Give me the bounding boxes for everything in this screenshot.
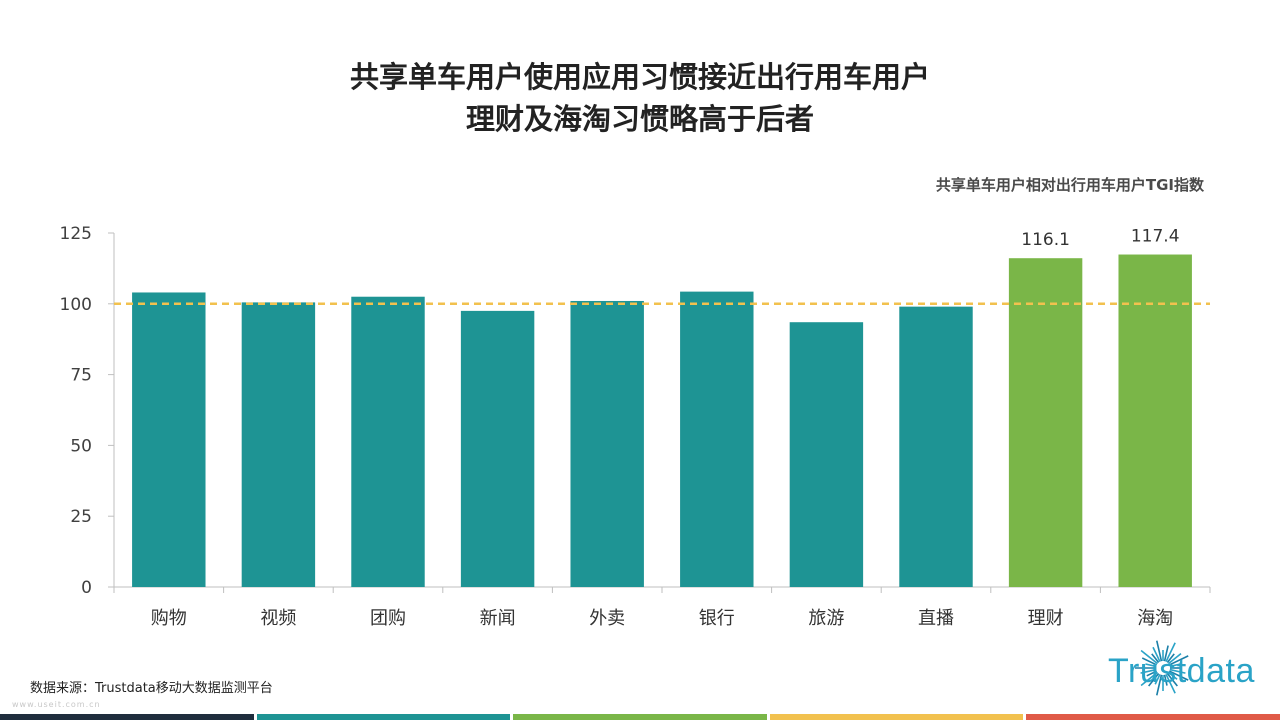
logo-ray	[1155, 640, 1163, 662]
x-tick-label: 理财	[1028, 608, 1064, 629]
x-tick-label: 海淘	[1137, 608, 1173, 629]
footer-bar-5	[1026, 714, 1280, 720]
logo-ray	[1145, 663, 1157, 668]
y-tick-label: 0	[81, 578, 92, 598]
footer-color-bars	[0, 714, 1280, 720]
y-tick-label: 125	[60, 224, 92, 244]
data-label: 116.1	[1021, 230, 1070, 250]
bar-6	[680, 291, 754, 587]
footer-bar-4	[769, 714, 1024, 720]
x-tick-label: 视频	[260, 608, 296, 629]
y-tick-label: 75	[70, 366, 92, 386]
logo-ray	[1148, 672, 1160, 687]
logo-ray	[1140, 671, 1159, 687]
x-tick-label: 购物	[151, 608, 187, 629]
bar-3	[351, 296, 425, 587]
logo-ray	[1165, 673, 1176, 694]
bar-7	[789, 322, 864, 587]
title-line-2: 理财及海淘习惯略高于后者	[465, 102, 814, 136]
logo-ray	[1168, 670, 1189, 681]
logo-ray	[1151, 653, 1160, 664]
logo-ray	[1140, 649, 1159, 665]
footer-bar-2	[256, 714, 511, 720]
bar-chart: 0 25 50 75 100 125 购物 视频 团购 新闻 外卖 银行 旅游 直播 理财 116.1 海淘 11…	[60, 224, 1211, 629]
footer-bar-3	[513, 714, 767, 720]
trustdata-logo-text: Trustdata	[1108, 652, 1255, 690]
logo-ray	[1166, 672, 1178, 687]
logo-ray	[1154, 673, 1161, 685]
logo-ray	[1168, 655, 1189, 666]
watermark: www.useit.com.cn	[12, 700, 101, 709]
logo-ray	[1167, 653, 1182, 665]
bar-8	[899, 306, 973, 587]
y-tick-label: 25	[70, 507, 92, 527]
x-tick-label: 直播	[918, 608, 954, 629]
x-tick-label: 新闻	[480, 608, 516, 629]
title-line-1: 共享单车用户使用应用习惯接近出行用车用户	[349, 60, 930, 94]
x-tick-label: 银行	[699, 608, 735, 629]
logo-ray	[1165, 642, 1176, 663]
footer-bar-1	[0, 714, 254, 720]
data-label: 117.4	[1131, 227, 1180, 247]
x-tick-label: 团购	[370, 608, 406, 629]
chart-title: 共享单车用户相对出行用车用户TGI指数	[935, 176, 1204, 194]
logo-ray	[1140, 668, 1157, 674]
bar-10	[1118, 254, 1192, 587]
x-tick-label: 外卖	[589, 608, 625, 629]
x-tick-label: 旅游	[808, 608, 844, 629]
bar-2	[241, 302, 316, 587]
y-tick-label: 100	[60, 295, 92, 315]
bar-1	[132, 292, 206, 587]
bar-9	[1008, 258, 1083, 587]
logo-ray	[1163, 645, 1169, 662]
page-title: 共享单车用户使用应用习惯接近出行用车用户 理财及海淘习惯略高于后者	[0, 56, 1280, 140]
y-tick-label: 50	[70, 436, 92, 456]
logo-ray	[1166, 653, 1175, 664]
logo-ray	[1167, 671, 1178, 680]
bar-4	[460, 310, 535, 587]
logo-ray	[1146, 670, 1158, 677]
logo-ray	[1141, 657, 1158, 666]
logo-ray	[1169, 668, 1186, 674]
data-source: 数据来源：Trustdata移动大数据监测平台	[30, 681, 273, 696]
trustdata-logo-icon	[1135, 640, 1189, 696]
logo-ray	[1155, 674, 1163, 696]
logo-ray	[1169, 663, 1181, 668]
bar-5	[570, 300, 644, 587]
logo-ray	[1152, 646, 1161, 663]
logo-ray	[1163, 674, 1168, 686]
